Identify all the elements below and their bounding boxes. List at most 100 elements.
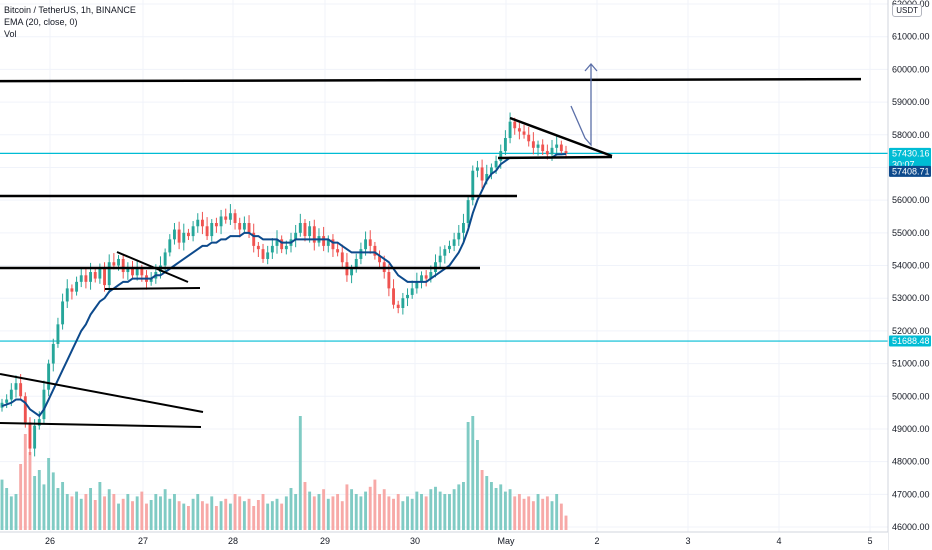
- volume-bars: [0, 416, 568, 530]
- volume-bar: [443, 494, 447, 530]
- candle-body: [19, 383, 23, 397]
- candle-body: [252, 232, 256, 246]
- candle-body: [51, 343, 55, 364]
- volume-bar: [28, 452, 32, 530]
- volume-bar: [93, 500, 97, 530]
- volume-bar: [214, 506, 218, 530]
- volume-bar: [112, 494, 116, 530]
- volume-bar: [228, 503, 232, 530]
- time-tick-label: 29: [320, 536, 330, 546]
- candle-body: [555, 144, 559, 148]
- candle-body: [466, 200, 470, 224]
- candle-body: [37, 419, 41, 426]
- candle-body: [214, 223, 218, 227]
- time-tick-label: 27: [138, 536, 148, 546]
- price-tick-label: 53000.00: [892, 293, 930, 303]
- candle-body: [149, 278, 153, 282]
- candle-body: [420, 275, 423, 282]
- volume-bar: [173, 494, 176, 530]
- volume-bar: [47, 458, 51, 530]
- drawings[interactable]: [0, 63, 613, 428]
- volume-bar: [462, 482, 465, 530]
- candle-body: [392, 288, 395, 305]
- volume-bar: [373, 479, 377, 530]
- volume-bar: [312, 496, 316, 530]
- volume-bar: [107, 489, 111, 530]
- volume-bar: [19, 464, 23, 530]
- price-tick-label: 50000.00: [892, 391, 930, 401]
- volume-bar: [149, 500, 153, 530]
- volume-bar: [0, 479, 4, 530]
- candle-body: [406, 294, 409, 299]
- time-axis[interactable]: 26 27 28 29 30 May 2 3 4 5: [0, 531, 888, 550]
- candle-body: [107, 262, 111, 286]
- candle-body: [182, 232, 186, 243]
- candle-body: [65, 288, 69, 302]
- price-axis[interactable]: 46000.00 47000.00 48000.00 49000.00 50000.00…: [887, 0, 932, 550]
- current-price-badge: [889, 147, 931, 170]
- volume-indicator-label[interactable]: Vol: [4, 29, 17, 39]
- candle-body: [196, 219, 200, 227]
- volume-bar: [51, 472, 55, 530]
- candle-body: [266, 252, 270, 259]
- candle-body: [135, 268, 139, 276]
- volume-bar: [65, 494, 69, 530]
- volume-bar: [140, 491, 144, 530]
- currency-badge[interactable]: USDT: [892, 4, 922, 17]
- candle-body: [126, 268, 130, 273]
- projection-path: [570, 65, 592, 147]
- candle-body: [550, 147, 554, 155]
- triangle-upper-line: [116, 251, 189, 283]
- price-tick-label: 54000.00: [892, 261, 930, 271]
- price-tick-label: 48000.00: [892, 457, 930, 467]
- candle-body: [121, 258, 125, 273]
- volume-bar: [145, 503, 148, 530]
- volume-bar: [252, 506, 256, 530]
- candle-body: [452, 239, 456, 246]
- price-tick-label: 52000.00: [892, 326, 930, 336]
- candle-body: [489, 167, 493, 174]
- volume-bar: [89, 488, 93, 530]
- candle-body: [233, 213, 237, 224]
- candle-body: [298, 223, 302, 233]
- volume-bar: [126, 494, 130, 530]
- volume-bar: [522, 498, 526, 530]
- volume-bar: [5, 488, 9, 530]
- candle-body: [494, 160, 498, 168]
- time-tick-label: 4: [776, 536, 781, 546]
- candle-body: [503, 138, 507, 152]
- wedge-lower-line: [0, 422, 202, 428]
- volume-bar: [550, 501, 554, 530]
- candle-body: [354, 258, 358, 269]
- symbol-title[interactable]: Bitcoin / TetherUS, 1h, BINANCE: [4, 5, 136, 15]
- candle-body: [401, 298, 405, 308]
- volume-bar: [233, 494, 237, 530]
- candle-body: [191, 226, 195, 237]
- volume-bar: [298, 416, 302, 530]
- volume-bar: [382, 489, 386, 530]
- volume-bar: [401, 501, 405, 530]
- price-tick-label: 58000.00: [892, 130, 930, 140]
- ema-indicator-label[interactable]: EMA (20, close, 0): [4, 17, 78, 27]
- volume-bar: [364, 491, 368, 530]
- candle-body: [387, 272, 391, 289]
- candle-body: [256, 245, 260, 250]
- volume-bar: [61, 482, 65, 530]
- volume-bar: [168, 498, 172, 530]
- candle-body: [131, 268, 134, 276]
- volume-bar: [196, 494, 200, 530]
- volume-bar: [466, 422, 470, 530]
- candle-body: [499, 151, 503, 161]
- time-tick-label: 30: [410, 536, 420, 546]
- wedge-upper-line: [0, 373, 204, 413]
- time-tick-label: 2: [594, 536, 599, 546]
- volume-bar: [56, 488, 60, 530]
- volume-bar: [242, 501, 246, 530]
- volume-bar: [280, 503, 284, 530]
- volume-bar: [452, 489, 456, 530]
- ema-polyline: [1, 153, 567, 418]
- candle-body: [336, 249, 340, 253]
- volume-bar: [177, 501, 181, 530]
